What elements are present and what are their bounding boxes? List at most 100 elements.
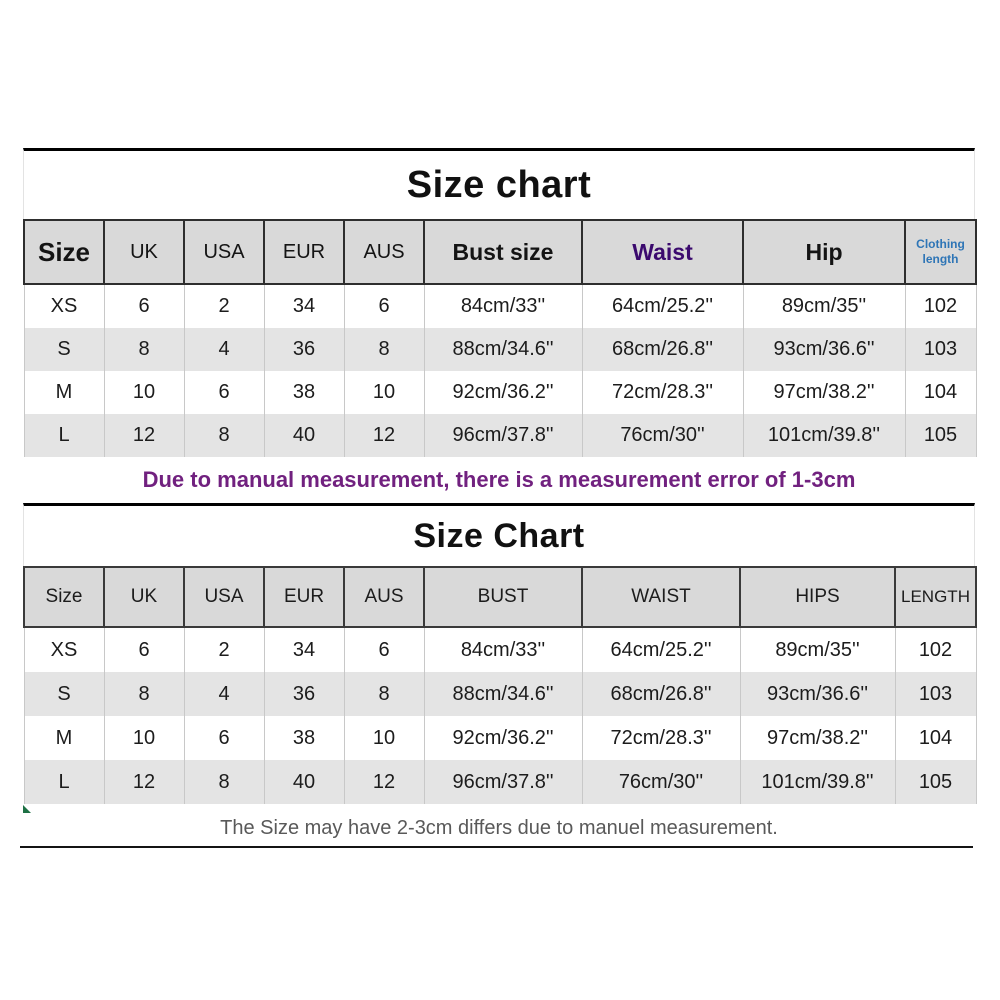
table-cell: 2 (183, 627, 265, 672)
table-cell: 104 (894, 716, 977, 760)
column-header: UK (103, 566, 185, 628)
table-cell: 92cm/36.2'' (423, 716, 583, 760)
table-cell: XS (23, 284, 105, 328)
table-cell: 10 (103, 371, 185, 414)
table-cell: 12 (103, 414, 185, 457)
chart2-title: Size Chart (413, 516, 585, 555)
table-cell: 102 (894, 627, 977, 672)
column-header: EUR (263, 566, 345, 628)
table-row: XS 6 2 34 6 84cm/33'' 64cm/25.2'' 89cm/35'' 102 (23, 627, 977, 672)
column-header: WAIST (581, 566, 741, 628)
table-row: L 12 8 40 12 96cm/37.8'' 76cm/30'' 101cm/39.8''… (23, 414, 977, 457)
table-cell: 8 (183, 760, 265, 804)
column-header: Waist (581, 219, 744, 285)
table-cell: 76cm/30'' (581, 414, 744, 457)
table-cell: 76cm/30'' (581, 760, 741, 804)
size-table-2-header: Size UK USA EUR AUS BUST WAIST HIPS LENGTH (23, 566, 977, 628)
table-cell: 102 (904, 284, 977, 328)
table-cell: 40 (263, 414, 345, 457)
table-cell: 103 (904, 328, 977, 371)
table-cell: 105 (894, 760, 977, 804)
column-header: HIPS (739, 566, 896, 628)
table-row: S 8 4 36 8 88cm/34.6'' 68cm/26.8'' 93cm/36.6'' 1… (23, 328, 977, 371)
column-header: Bust size (423, 219, 583, 285)
size-table-1: Size UK USA EUR AUS Bust size Waist Hip Clothing… (23, 219, 977, 457)
table-cell: 84cm/33'' (423, 627, 583, 672)
header-row: Size UK USA EUR AUS Bust size Waist Hip Clothing… (23, 219, 977, 285)
table-cell: L (23, 760, 105, 804)
table-cell: 64cm/25.2'' (581, 627, 741, 672)
size-chart-panel-1: Size chart Size UK USA EUR AUS Bust size Waist… (23, 148, 977, 502)
table-cell: M (23, 371, 105, 414)
column-header: EUR (263, 219, 345, 285)
table-cell: 72cm/28.3'' (581, 371, 744, 414)
table-cell: 84cm/33'' (423, 284, 583, 328)
table-cell: 34 (263, 284, 345, 328)
table-cell: 92cm/36.2'' (423, 371, 583, 414)
table-cell: 6 (103, 284, 185, 328)
table-cell: 10 (343, 371, 425, 414)
table-cell: XS (23, 627, 105, 672)
column-header: AUS (343, 566, 425, 628)
table-cell: 88cm/34.6'' (423, 328, 583, 371)
table-cell: 97cm/38.2'' (742, 371, 906, 414)
table-cell: 4 (183, 328, 265, 371)
table-cell: 101cm/39.8'' (742, 414, 906, 457)
table-cell: 6 (103, 627, 185, 672)
size-table-1-header: Size UK USA EUR AUS Bust size Waist Hip Clothing… (23, 219, 977, 285)
table-cell: 10 (103, 716, 185, 760)
table-cell: 8 (343, 672, 425, 716)
table-cell: 36 (263, 328, 345, 371)
table-cell: 103 (894, 672, 977, 716)
table-cell: 34 (263, 627, 345, 672)
column-header: BUST (423, 566, 583, 628)
table-cell: 68cm/26.8'' (581, 328, 744, 371)
table-cell: 97cm/38.2'' (739, 716, 896, 760)
table-cell: 93cm/36.6'' (742, 328, 906, 371)
table-cell: 12 (103, 760, 185, 804)
table-cell: 72cm/28.3'' (581, 716, 741, 760)
table-row: M 10 6 38 10 92cm/36.2'' 72cm/28.3'' 97cm/38.2'… (23, 716, 977, 760)
table-cell: 93cm/36.6'' (739, 672, 896, 716)
table-cell: 12 (343, 414, 425, 457)
column-header: USA (183, 566, 265, 628)
table-cell: 8 (103, 672, 185, 716)
table-cell: 38 (263, 371, 345, 414)
chart1-title: Size chart (406, 163, 592, 206)
column-header: Size (23, 566, 105, 628)
table-cell: 96cm/37.8'' (423, 760, 583, 804)
table-cell: S (23, 328, 105, 371)
measurement-note-1: Due to manual measurement, there is a me… (142, 466, 856, 492)
table-cell: 12 (343, 760, 425, 804)
size-table-1-body: XS 6 2 34 6 84cm/33'' 64cm/25.2'' 89cm/35'' 102 S… (23, 284, 977, 457)
table-cell: 8 (103, 328, 185, 371)
chart2-title-box: Size Chart (23, 503, 975, 566)
table-cell: 8 (183, 414, 265, 457)
bottom-divider (20, 846, 973, 848)
table-cell: 2 (183, 284, 265, 328)
table-cell: 36 (263, 672, 345, 716)
table-cell: 105 (904, 414, 977, 457)
measurement-note-2: The Size may have 2-3cm differs due to m… (220, 816, 778, 839)
table-cell: 10 (343, 716, 425, 760)
column-header: Size (23, 219, 105, 285)
table-cell: L (23, 414, 105, 457)
chart1-title-box: Size chart (23, 148, 975, 219)
table-cell: 6 (343, 284, 425, 328)
size-table-2: Size UK USA EUR AUS BUST WAIST HIPS LENGTH XS 6 2 3… (23, 566, 977, 804)
column-header: Hip (742, 219, 906, 285)
column-header: USA (183, 219, 265, 285)
column-header: UK (103, 219, 185, 285)
table-cell: 38 (263, 716, 345, 760)
table-cell: 64cm/25.2'' (581, 284, 744, 328)
column-header: AUS (343, 219, 425, 285)
table-cell: 101cm/39.8'' (739, 760, 896, 804)
green-corner-marker-icon (23, 805, 31, 813)
table-cell: 6 (343, 627, 425, 672)
table-row: S 8 4 36 8 88cm/34.6'' 68cm/26.8'' 93cm/36.6'' 1… (23, 672, 977, 716)
column-header: LENGTH (894, 566, 977, 628)
table-cell: 40 (263, 760, 345, 804)
table-cell: 104 (904, 371, 977, 414)
table-row: M 10 6 38 10 92cm/36.2'' 72cm/28.3'' 97cm/38.2'… (23, 371, 977, 414)
